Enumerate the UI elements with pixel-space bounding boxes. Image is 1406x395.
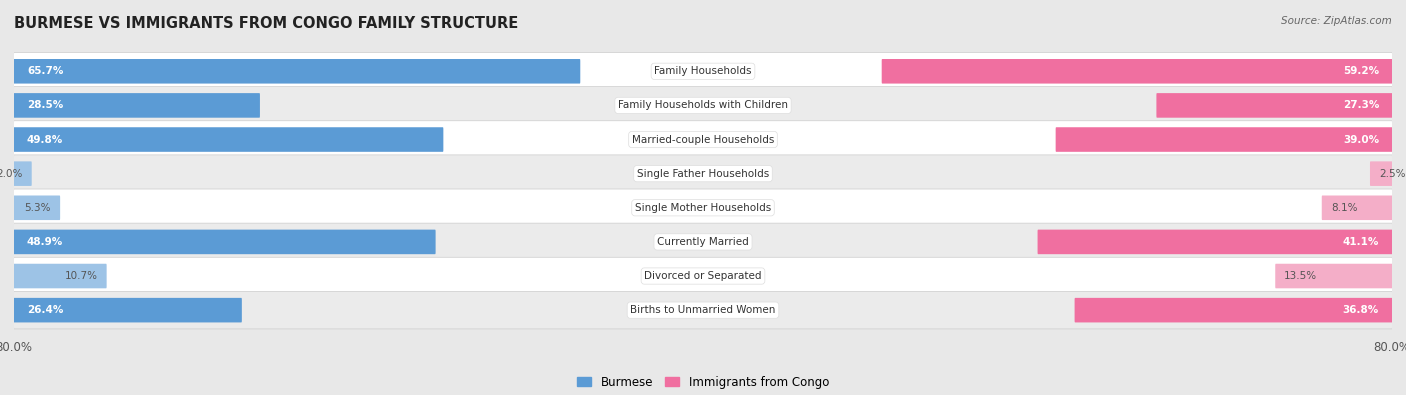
- FancyBboxPatch shape: [14, 53, 1392, 90]
- Text: 27.3%: 27.3%: [1343, 100, 1379, 111]
- Text: 48.9%: 48.9%: [27, 237, 63, 247]
- FancyBboxPatch shape: [1322, 196, 1392, 220]
- FancyBboxPatch shape: [14, 292, 1392, 329]
- Text: 10.7%: 10.7%: [65, 271, 97, 281]
- Text: Births to Unmarried Women: Births to Unmarried Women: [630, 305, 776, 315]
- FancyBboxPatch shape: [14, 93, 260, 118]
- Text: 41.1%: 41.1%: [1343, 237, 1379, 247]
- FancyBboxPatch shape: [14, 87, 1392, 124]
- FancyBboxPatch shape: [1074, 298, 1392, 322]
- Text: 59.2%: 59.2%: [1343, 66, 1379, 76]
- Text: 5.3%: 5.3%: [24, 203, 51, 213]
- Text: 28.5%: 28.5%: [27, 100, 63, 111]
- Text: BURMESE VS IMMIGRANTS FROM CONGO FAMILY STRUCTURE: BURMESE VS IMMIGRANTS FROM CONGO FAMILY …: [14, 16, 519, 31]
- Text: 2.5%: 2.5%: [1379, 169, 1406, 179]
- Text: 39.0%: 39.0%: [1343, 135, 1379, 145]
- FancyBboxPatch shape: [14, 127, 443, 152]
- FancyBboxPatch shape: [14, 229, 436, 254]
- Text: 49.8%: 49.8%: [27, 135, 63, 145]
- FancyBboxPatch shape: [14, 162, 32, 186]
- Legend: Burmese, Immigrants from Congo: Burmese, Immigrants from Congo: [572, 371, 834, 393]
- FancyBboxPatch shape: [1038, 229, 1392, 254]
- FancyBboxPatch shape: [1056, 127, 1392, 152]
- Text: Married-couple Households: Married-couple Households: [631, 135, 775, 145]
- Text: 8.1%: 8.1%: [1331, 203, 1357, 213]
- Text: Single Father Households: Single Father Households: [637, 169, 769, 179]
- Text: 65.7%: 65.7%: [27, 66, 63, 76]
- Text: Single Mother Households: Single Mother Households: [636, 203, 770, 213]
- FancyBboxPatch shape: [14, 59, 581, 84]
- Text: Family Households: Family Households: [654, 66, 752, 76]
- Text: 26.4%: 26.4%: [27, 305, 63, 315]
- FancyBboxPatch shape: [14, 223, 1392, 261]
- FancyBboxPatch shape: [14, 298, 242, 322]
- Text: Family Households with Children: Family Households with Children: [619, 100, 787, 111]
- Text: Source: ZipAtlas.com: Source: ZipAtlas.com: [1281, 16, 1392, 26]
- Text: 2.0%: 2.0%: [0, 169, 22, 179]
- FancyBboxPatch shape: [1275, 264, 1392, 288]
- FancyBboxPatch shape: [882, 59, 1392, 84]
- Text: 13.5%: 13.5%: [1284, 271, 1317, 281]
- FancyBboxPatch shape: [1369, 162, 1392, 186]
- FancyBboxPatch shape: [14, 189, 1392, 227]
- Text: 36.8%: 36.8%: [1343, 305, 1379, 315]
- FancyBboxPatch shape: [1156, 93, 1392, 118]
- Text: Currently Married: Currently Married: [657, 237, 749, 247]
- FancyBboxPatch shape: [14, 257, 1392, 295]
- Text: Divorced or Separated: Divorced or Separated: [644, 271, 762, 281]
- FancyBboxPatch shape: [14, 264, 107, 288]
- FancyBboxPatch shape: [14, 196, 60, 220]
- FancyBboxPatch shape: [14, 155, 1392, 192]
- FancyBboxPatch shape: [14, 121, 1392, 158]
